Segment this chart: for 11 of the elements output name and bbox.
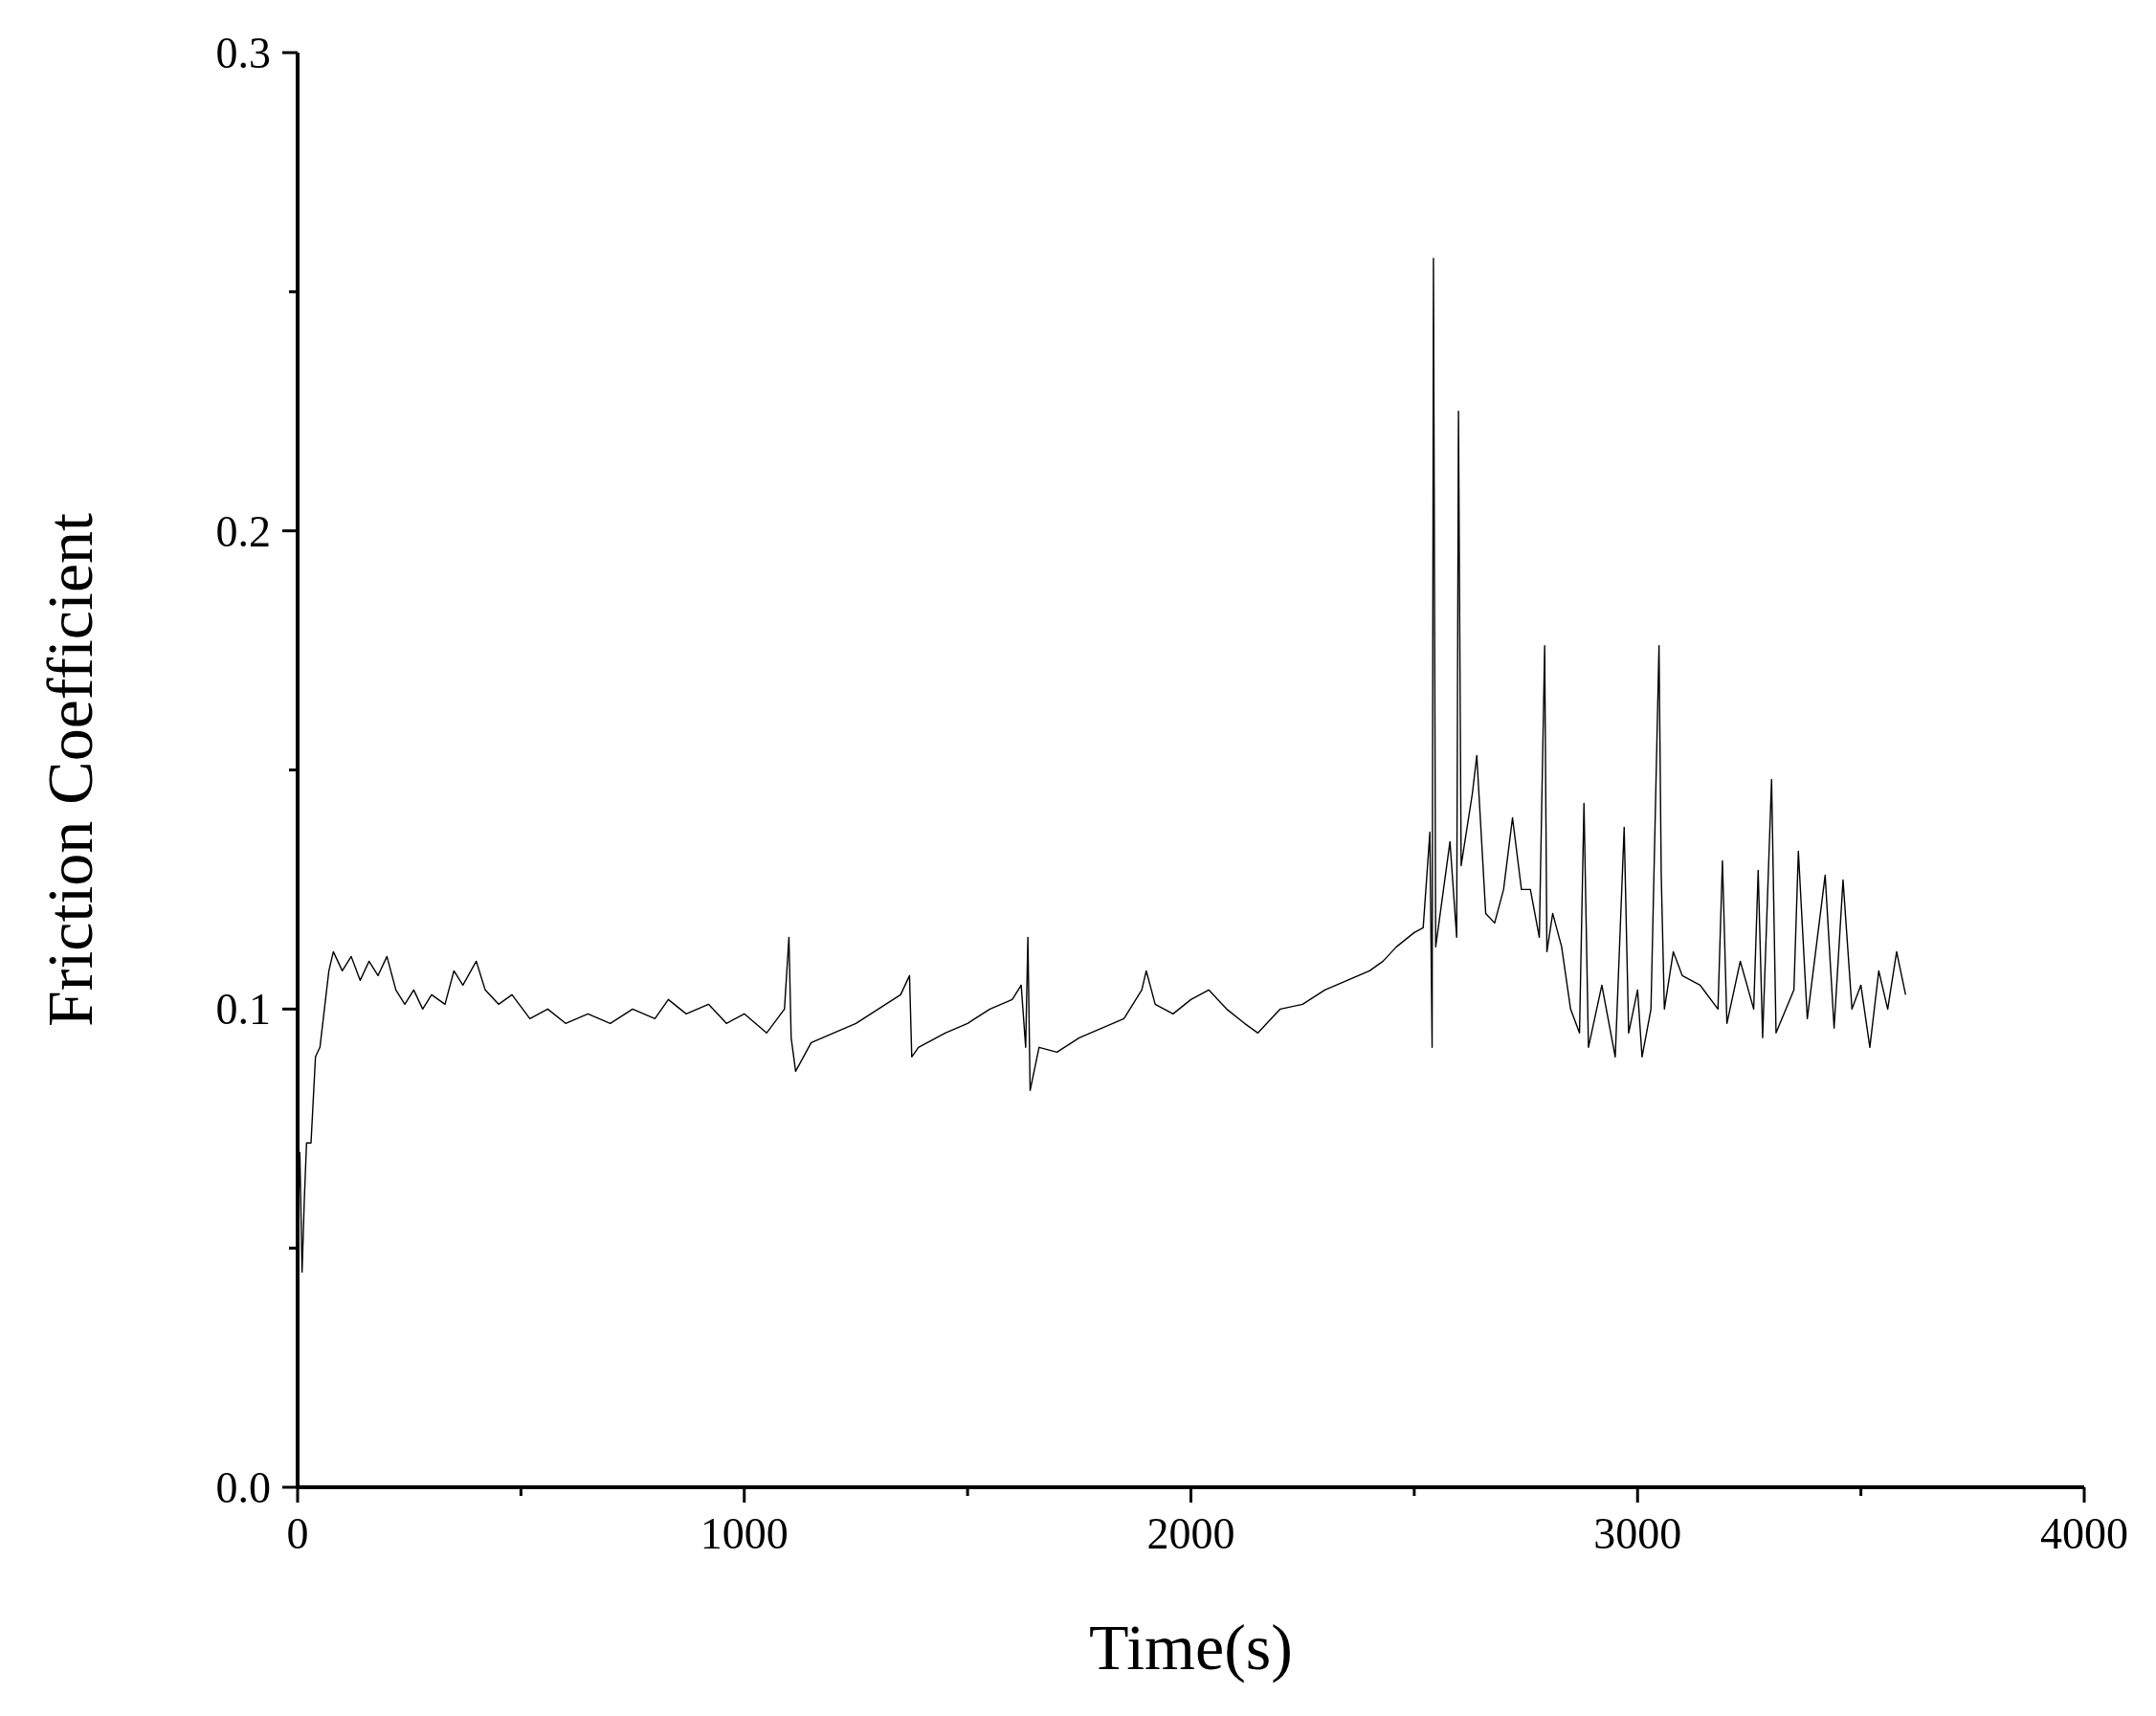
y-axis-title: Friction Coefficient (33, 512, 106, 1027)
x-tick-label: 1000 (700, 1509, 789, 1558)
y-tick-label: 0.0 (215, 1463, 271, 1513)
x-tick-label: 4000 (2040, 1509, 2128, 1558)
x-axis-title: Time(s) (1089, 1611, 1293, 1683)
y-tick-label: 0.3 (215, 29, 271, 78)
x-tick-label: 2000 (1146, 1509, 1235, 1558)
x-tick-label: 3000 (1593, 1509, 1682, 1558)
y-tick-label: 0.2 (215, 506, 271, 556)
x-tick-label: 0 (286, 1509, 309, 1558)
y-tick-label: 0.1 (215, 985, 271, 1035)
